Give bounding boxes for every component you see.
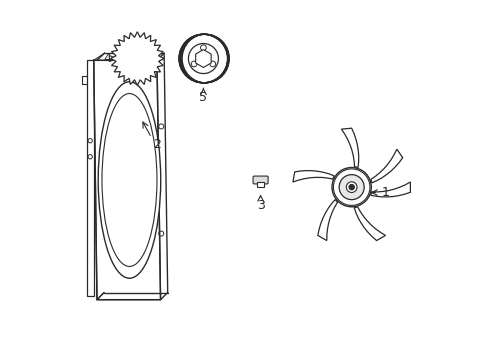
Polygon shape	[341, 128, 358, 167]
Circle shape	[129, 51, 145, 66]
Text: 3: 3	[256, 198, 264, 212]
Bar	[257, 182, 264, 187]
Ellipse shape	[98, 82, 161, 278]
Text: 1: 1	[381, 186, 389, 199]
Circle shape	[339, 175, 364, 200]
Text: 2: 2	[153, 138, 161, 151]
Circle shape	[135, 57, 139, 60]
Circle shape	[116, 37, 159, 80]
Circle shape	[134, 55, 141, 62]
Circle shape	[179, 34, 227, 83]
Circle shape	[348, 184, 354, 190]
Circle shape	[331, 167, 370, 207]
Polygon shape	[94, 60, 160, 300]
Polygon shape	[292, 171, 334, 182]
FancyBboxPatch shape	[253, 176, 267, 184]
Text: 4: 4	[103, 52, 111, 65]
Text: 5: 5	[199, 91, 207, 104]
Circle shape	[188, 44, 218, 73]
Polygon shape	[317, 199, 337, 240]
Ellipse shape	[102, 94, 157, 266]
Polygon shape	[370, 149, 402, 183]
Polygon shape	[110, 32, 164, 85]
Circle shape	[346, 182, 356, 193]
Polygon shape	[87, 60, 94, 296]
Polygon shape	[353, 207, 385, 240]
Polygon shape	[370, 182, 409, 197]
Circle shape	[123, 44, 151, 73]
Polygon shape	[195, 50, 211, 67]
